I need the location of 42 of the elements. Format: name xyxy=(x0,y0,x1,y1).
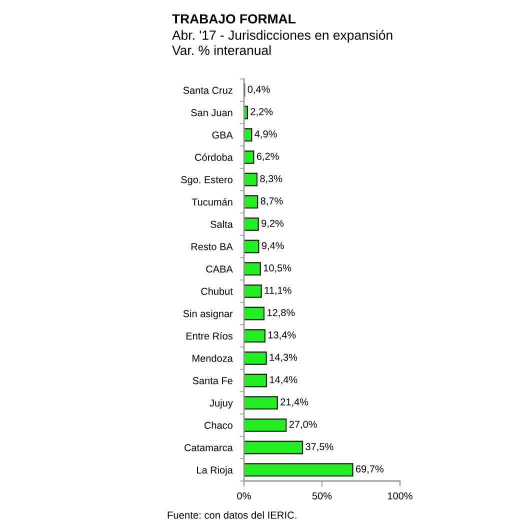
chart-title: TRABAJO FORMAL xyxy=(172,14,296,24)
y-tick-label: Santa Cruz xyxy=(183,86,232,94)
y-tick-label: Chaco xyxy=(204,422,232,429)
chart-subtitle: Abr. '17 - Jurisdicciones en expansión Var. % interanual xyxy=(172,30,392,56)
data-label: 8,7% xyxy=(260,197,283,206)
data-label: 69,7% xyxy=(356,465,384,474)
y-tick-label: Santa Fe xyxy=(192,377,232,384)
y-tick-label: La Rioja xyxy=(197,466,233,476)
y-tick-label: Jujuy xyxy=(210,399,233,409)
y-tick-label: Sin asignar xyxy=(183,310,233,320)
data-label: 13,4% xyxy=(268,331,296,340)
data-label: 14,4% xyxy=(270,376,298,384)
y-tick-label: Chubut xyxy=(201,288,233,295)
data-label: 9,2% xyxy=(262,220,284,228)
data-label: 6,2% xyxy=(256,152,279,162)
y-tick-label: GBA xyxy=(212,131,233,139)
source-note: Fuente: con datos del IERIC. xyxy=(168,511,296,519)
y-tick-label: Catamarca xyxy=(184,444,233,452)
data-label: 0,4% xyxy=(248,86,270,94)
data-label: 2,2% xyxy=(250,108,273,116)
data-label: 12,8% xyxy=(268,309,295,318)
data-label: 10,5% xyxy=(264,264,292,273)
y-tick-label: Sgo. Estero xyxy=(181,176,232,186)
y-tick-label: Resto BA xyxy=(191,243,233,250)
x-tick-label: 100% xyxy=(388,492,412,500)
x-tick-label: 0% xyxy=(237,492,251,500)
y-tick-label: Mendoza xyxy=(192,354,233,362)
data-label: 4,9% xyxy=(254,130,277,139)
data-label: 37,5% xyxy=(306,443,334,452)
y-tick-label: Tucumán xyxy=(192,198,232,206)
y-tick-label: Entre Ríos xyxy=(186,332,233,340)
y-tick-label: Salta xyxy=(210,220,233,228)
x-tick-label: 50% xyxy=(312,492,332,500)
data-label: 8,3% xyxy=(260,175,282,184)
y-tick-label: Córdoba xyxy=(195,153,233,161)
data-label: 21,4% xyxy=(280,398,308,407)
y-tick-label: CABA xyxy=(206,265,233,273)
data-label: 9,4% xyxy=(262,242,284,250)
y-tick-label: San Juan xyxy=(191,109,232,116)
data-label: 14,3% xyxy=(270,354,298,362)
data-label: 11,1% xyxy=(264,286,292,296)
data-label: 27,0% xyxy=(289,420,317,430)
